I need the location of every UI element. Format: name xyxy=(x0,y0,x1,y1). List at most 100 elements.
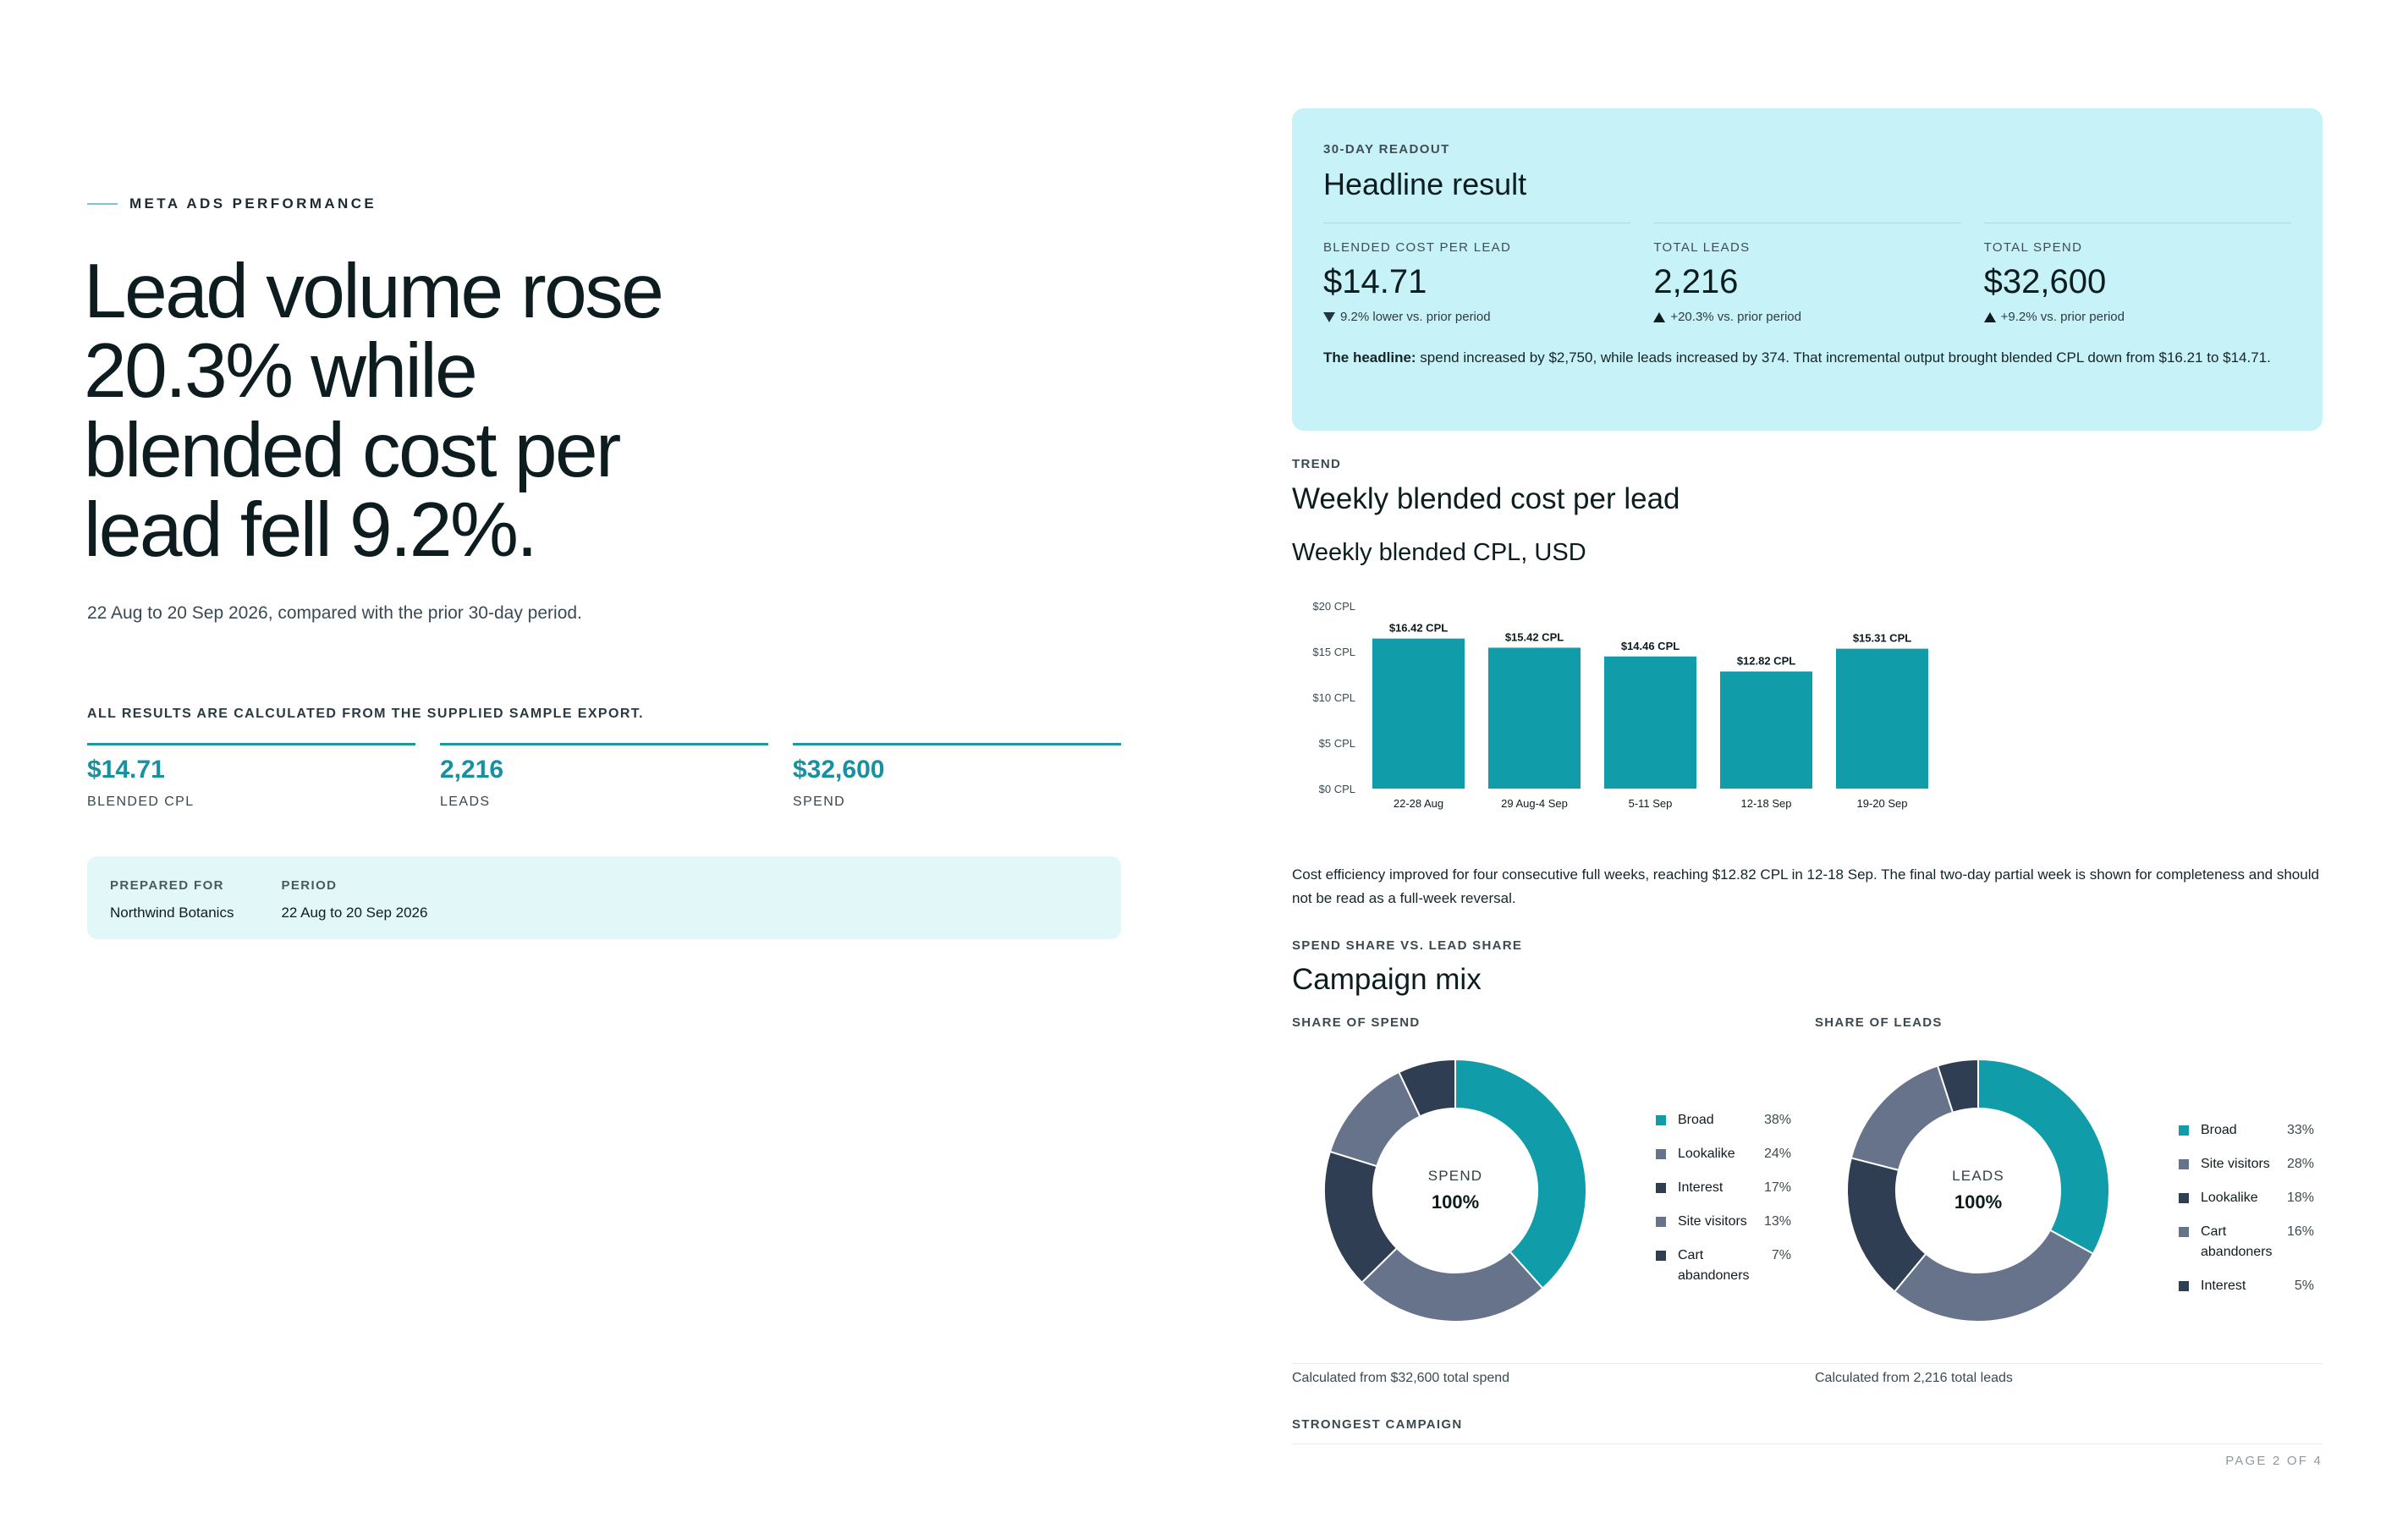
legend-swatch xyxy=(1656,1115,1666,1125)
legend-name: Site visitors xyxy=(2201,1157,2270,1171)
y-tick-label: $0 CPL xyxy=(1319,783,1355,795)
legend-name: Cart abandoners xyxy=(2201,1224,2273,1259)
legend-name: Lookalike xyxy=(1678,1147,1735,1161)
kpi-leads: 2,216 LEADS xyxy=(440,743,768,810)
stat-delta: +20.3% vs. prior period xyxy=(1653,310,1960,324)
period-block: PERIOD 22 Aug to 20 Sep 2026 xyxy=(281,878,427,921)
strongest-campaign-eyebrow: STRONGEST CAMPAIGN xyxy=(1292,1417,1463,1432)
trend-commentary: Cost efficiency improved for four consec… xyxy=(1292,866,2319,906)
mix-eyebrow: SPEND SHARE VS. LEAD SHARE xyxy=(1292,938,1523,953)
page-number: PAGE 2 OF 4 xyxy=(2225,1454,2323,1468)
headline-note-lead: The headline: xyxy=(1323,349,1416,366)
spend-footer: Calculated from $32,600 total spend xyxy=(1292,1371,1510,1385)
legend-name: Cart abandoners xyxy=(1678,1248,1750,1283)
leads-legend: Broad 33% Site visitors 28% Lookalike 18% Cart… xyxy=(2179,1120,2314,1310)
stat-value: 2,216 xyxy=(1653,263,1739,300)
stat-value: $32,600 xyxy=(1983,263,2107,300)
kpi-strip: $14.71 BLENDED CPL 2,216 LEADS $32,600 S… xyxy=(87,743,1121,810)
legend-percent: 13% xyxy=(1763,1214,1791,1229)
triangle-up-icon xyxy=(1983,311,1996,322)
headline-line: 20.3% while xyxy=(84,328,478,414)
legend-item: Broad 33% xyxy=(2179,1120,2314,1141)
spend-donut-slice xyxy=(1398,1058,1456,1118)
x-tick-label: 5-11 Sep xyxy=(1629,797,1673,810)
legend-item: Lookalike 24% xyxy=(1656,1144,1791,1164)
bar-data-label: $16.42 CPL xyxy=(1389,622,1448,635)
stat-value: $14.71 xyxy=(1323,263,1427,300)
bar xyxy=(1604,656,1696,789)
x-tick-label: 22-28 Aug xyxy=(1394,797,1443,810)
y-tick-label: $20 CPL xyxy=(1312,600,1355,613)
kpi-label: LEADS xyxy=(440,795,491,809)
legend-name: Interest xyxy=(1678,1180,1724,1195)
calculation-note: ALL RESULTS ARE CALCULATED FROM THE SUPP… xyxy=(87,707,645,721)
readout-eyebrow: 30-DAY READOUT xyxy=(1323,142,1450,157)
bar xyxy=(1836,648,1928,789)
bar-data-label: $14.46 CPL xyxy=(1621,640,1680,652)
donut-center-label: LEADS xyxy=(1952,1168,2004,1184)
headline-line: blended cost per xyxy=(84,408,621,493)
leads-donut-slice xyxy=(1936,1058,1979,1114)
y-tick-label: $5 CPL xyxy=(1319,737,1355,750)
headline-line: Lead volume rose xyxy=(84,249,664,334)
chart-title: Weekly blended CPL, USD xyxy=(1292,539,1586,566)
legend-percent: 7% xyxy=(1771,1248,1791,1262)
stat-delta: 9.2% lower vs. prior period xyxy=(1323,310,1630,324)
kpi-value: $32,600 xyxy=(793,756,885,784)
kpi-blended-cpl: $14.71 BLENDED CPL xyxy=(87,743,415,810)
legend-percent: 24% xyxy=(1763,1147,1791,1161)
headline-line: lead fell 9.2%. xyxy=(84,487,538,573)
legend-percent: 16% xyxy=(2286,1224,2314,1239)
legend-item: Interest 5% xyxy=(2179,1276,2314,1296)
legend-name: Interest xyxy=(2201,1279,2246,1293)
kpi-label: SPEND xyxy=(793,795,846,809)
legend-percent: 17% xyxy=(1763,1180,1791,1195)
legend-name: Broad xyxy=(2201,1123,2237,1137)
stat-delta-text: 9.2% lower vs. prior period xyxy=(1340,310,1491,324)
leads-donut-slice xyxy=(1893,1229,2095,1323)
kpi-label: BLENDED CPL xyxy=(87,795,195,809)
leads-donut-center: LEADS 100% xyxy=(1847,1059,2109,1322)
leads-donut: LEADS 100% xyxy=(1846,1058,2110,1323)
headline-note-text: spend increased by $2,750, while leads i… xyxy=(1416,349,2271,366)
stat-delta-text: +9.2% vs. prior period xyxy=(2000,310,2125,324)
legend-swatch xyxy=(2179,1281,2189,1291)
legend-swatch xyxy=(1656,1251,1666,1261)
weekly-cpl-bar-chart: $0 CPL $5 CPL $10 CPL $15 CPL $20 CPL $16.42 … xyxy=(1312,600,1928,810)
mix-title: Campaign mix xyxy=(1292,963,1482,996)
stat-leads: TOTAL LEADS 2,216 +20.3% vs. prior perio… xyxy=(1653,223,1961,324)
eyebrow-rule xyxy=(87,203,118,205)
bar xyxy=(1488,647,1581,789)
leads-footer: Calculated from 2,216 total leads xyxy=(1815,1371,2013,1385)
kpi-spend: $32,600 SPEND xyxy=(793,743,1121,810)
period-description: 22 Aug to 20 Sep 2026, compared with the… xyxy=(87,603,582,623)
readout-stats: BLENDED COST PER LEAD $14.71 9.2% lower … xyxy=(1323,223,2291,324)
stat-label: TOTAL LEADS xyxy=(1653,240,1751,255)
legend-swatch xyxy=(1656,1183,1666,1193)
legend-item: Interest 17% xyxy=(1656,1178,1791,1198)
donut-center-value: 100% xyxy=(1431,1191,1480,1213)
legend-swatch xyxy=(2179,1227,2189,1237)
prepared-for-value: Northwind Botanics xyxy=(110,905,234,921)
leads-donut-chart xyxy=(1846,1058,2110,1323)
cover-panel: META ADS PERFORMANCE Lead volume rose 20… xyxy=(84,0,1121,1540)
readout-card: 30-DAY READOUT Headline result BLENDED C… xyxy=(1292,108,2323,431)
y-tick-label: $15 CPL xyxy=(1312,646,1355,658)
legend-swatch xyxy=(2179,1193,2189,1203)
leads-share-caption: SHARE OF LEADS xyxy=(1815,1015,1943,1030)
legend-percent: 38% xyxy=(1763,1113,1791,1127)
period-value: 22 Aug to 20 Sep 2026 xyxy=(281,905,428,921)
y-tick-label: $10 CPL xyxy=(1312,691,1355,704)
legend-percent: 18% xyxy=(2286,1191,2314,1205)
legend-percent: 5% xyxy=(2294,1279,2314,1293)
prepared-for-block: PREPARED FOR Northwind Botanics xyxy=(110,878,234,921)
report-headline: Lead volume rose 20.3% while blended cos… xyxy=(84,252,761,570)
bar-data-label: $15.31 CPL xyxy=(1853,632,1911,645)
donut-center-label: SPEND xyxy=(1427,1168,1483,1184)
report-page: 30-DAY READOUT Headline result BLENDED C… xyxy=(1292,0,2323,1540)
spend-share-caption: SHARE OF SPEND xyxy=(1292,1015,1421,1030)
triangle-up-icon xyxy=(1653,311,1666,322)
legend-name: Broad xyxy=(1678,1113,1714,1127)
spend-donut: SPEND 100% xyxy=(1323,1058,1587,1323)
legend-percent: 33% xyxy=(2286,1123,2314,1137)
